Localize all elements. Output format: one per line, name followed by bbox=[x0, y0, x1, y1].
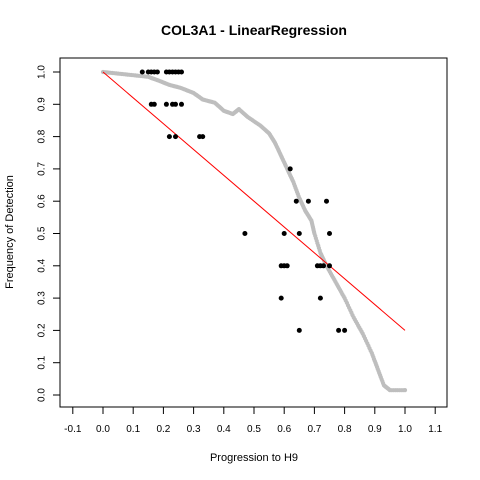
data-point bbox=[139, 69, 145, 75]
data-point bbox=[179, 69, 184, 75]
y-tick-label: 0.5 bbox=[37, 226, 48, 240]
observed-series bbox=[139, 69, 348, 333]
data-point bbox=[327, 263, 332, 269]
data-point bbox=[151, 101, 157, 107]
x-tick-label: -0.1 bbox=[64, 424, 82, 435]
data-point bbox=[293, 198, 299, 204]
x-tick-label: 0.4 bbox=[217, 424, 231, 435]
x-tick-label: 1.1 bbox=[428, 424, 442, 435]
x-tick-label: 0.8 bbox=[338, 424, 352, 435]
data-point bbox=[342, 327, 348, 333]
y-tick-label: 0.3 bbox=[37, 291, 48, 305]
data-point bbox=[281, 231, 287, 236]
data-point bbox=[173, 101, 178, 107]
data-point bbox=[166, 134, 172, 140]
chart-title: COL3A1 - LinearRegression bbox=[161, 22, 347, 38]
y-axis: 0.0 0.1 0.2 0.3 0.4 0.5 0.6 0.7 0.8 0.9 1.0 bbox=[37, 65, 61, 402]
data-point bbox=[287, 166, 293, 172]
smoothed-series bbox=[100, 69, 408, 393]
x-tick-label: 0.1 bbox=[126, 424, 140, 435]
y-tick-label: 0.2 bbox=[37, 323, 48, 337]
data-point bbox=[296, 231, 302, 236]
x-axis: -0.1 0.0 0.1 0.2 0.3 0.4 0.5 0.6 0.7 0.8 0.9 1.0 1.1 bbox=[64, 406, 443, 435]
data-point bbox=[317, 295, 323, 301]
data-point bbox=[336, 327, 342, 333]
y-tick-label: 0.7 bbox=[37, 162, 48, 176]
data-point bbox=[284, 263, 290, 269]
points-layer bbox=[100, 69, 408, 393]
smoothed-point bbox=[402, 388, 408, 393]
x-tick-label: 1.0 bbox=[398, 424, 412, 435]
x-tick-label: 0.0 bbox=[96, 424, 110, 435]
data-point bbox=[154, 69, 160, 75]
data-point bbox=[305, 198, 311, 204]
x-axis-label: Progression to H9 bbox=[210, 452, 298, 464]
y-tick-label: 0.4 bbox=[37, 258, 48, 272]
x-tick-label: 0.2 bbox=[156, 424, 170, 435]
x-tick-label: 0.9 bbox=[368, 424, 382, 435]
data-point bbox=[242, 231, 248, 236]
data-point bbox=[296, 327, 302, 333]
x-tick-label: 0.3 bbox=[187, 424, 201, 435]
regression-line bbox=[102, 71, 406, 331]
data-point bbox=[163, 101, 169, 107]
y-tick-label: 0.6 bbox=[37, 194, 48, 208]
data-point bbox=[324, 198, 329, 204]
y-tick-label: 0.1 bbox=[37, 355, 48, 369]
x-tick-label: 0.7 bbox=[307, 424, 321, 435]
data-point bbox=[327, 231, 332, 236]
data-point bbox=[173, 134, 178, 140]
x-tick-label: 0.5 bbox=[247, 424, 261, 435]
y-tick-label: 1.0 bbox=[37, 65, 48, 79]
data-point bbox=[200, 134, 206, 140]
y-axis-label: Frequency of Detection bbox=[4, 175, 16, 289]
data-point bbox=[179, 101, 184, 107]
y-tick-label: 0.0 bbox=[37, 388, 48, 402]
x-tick-label: 0.6 bbox=[277, 424, 291, 435]
y-tick-label: 0.9 bbox=[37, 97, 48, 111]
data-point bbox=[321, 263, 326, 269]
data-point bbox=[278, 295, 284, 301]
y-tick-label: 0.8 bbox=[37, 129, 48, 143]
